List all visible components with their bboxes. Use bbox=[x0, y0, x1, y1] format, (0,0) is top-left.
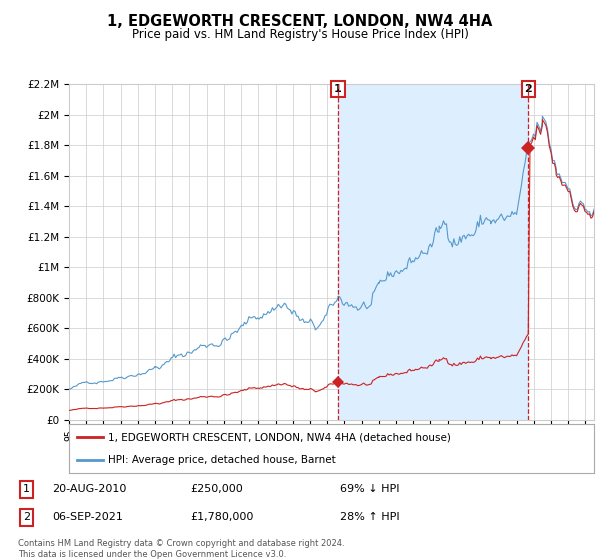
Text: £250,000: £250,000 bbox=[191, 484, 244, 494]
Text: 28% ↑ HPI: 28% ↑ HPI bbox=[340, 512, 400, 522]
Text: 1: 1 bbox=[334, 84, 342, 94]
Text: £1,780,000: £1,780,000 bbox=[191, 512, 254, 522]
Text: Contains HM Land Registry data © Crown copyright and database right 2024.
This d: Contains HM Land Registry data © Crown c… bbox=[18, 539, 344, 559]
Text: HPI: Average price, detached house, Barnet: HPI: Average price, detached house, Barn… bbox=[109, 455, 336, 465]
Text: 2: 2 bbox=[23, 512, 30, 522]
Text: Price paid vs. HM Land Registry's House Price Index (HPI): Price paid vs. HM Land Registry's House … bbox=[131, 28, 469, 41]
Text: 69% ↓ HPI: 69% ↓ HPI bbox=[340, 484, 400, 494]
Text: 1, EDGEWORTH CRESCENT, LONDON, NW4 4HA (detached house): 1, EDGEWORTH CRESCENT, LONDON, NW4 4HA (… bbox=[109, 432, 451, 442]
Text: 1, EDGEWORTH CRESCENT, LONDON, NW4 4HA: 1, EDGEWORTH CRESCENT, LONDON, NW4 4HA bbox=[107, 14, 493, 29]
Text: 1: 1 bbox=[23, 484, 30, 494]
Text: 2: 2 bbox=[524, 84, 532, 94]
Text: 20-AUG-2010: 20-AUG-2010 bbox=[52, 484, 127, 494]
Text: 06-SEP-2021: 06-SEP-2021 bbox=[52, 512, 123, 522]
